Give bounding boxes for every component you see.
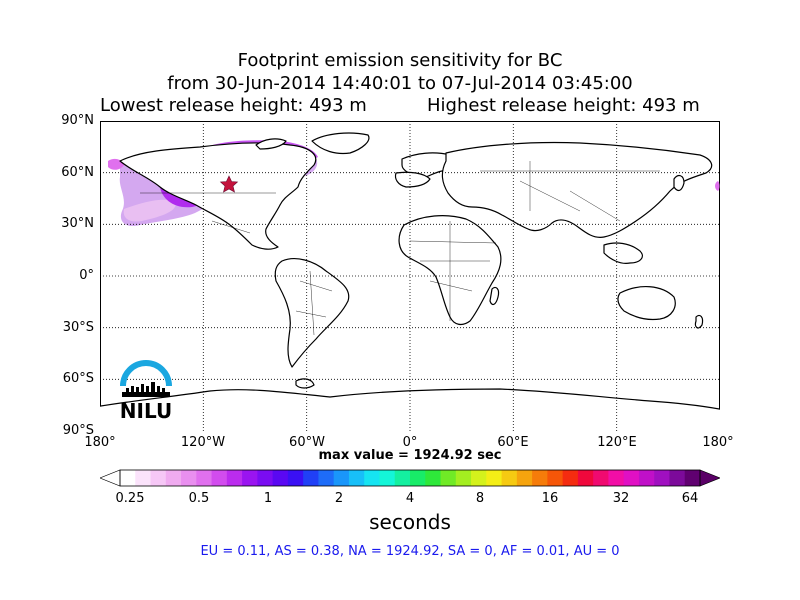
colorbar-cell [425, 470, 442, 486]
nilu-logo [120, 360, 172, 397]
colorbar-cell [348, 470, 365, 486]
nilu-logo-text: NILU [119, 399, 173, 423]
lat-label-0: 0° [79, 268, 94, 283]
map-title: Footprint emission sensitivity for BC [237, 50, 563, 71]
colorbar-tick-1: 1 [263, 491, 273, 506]
release-location-star [219, 175, 239, 193]
colorbar-cell [165, 470, 182, 486]
lon-label-60w: 60°W [289, 435, 325, 450]
colorbar-tick-32: 32 [612, 491, 630, 506]
colorbar-cell [608, 470, 625, 486]
colorbar-cell [562, 470, 579, 486]
colorbar-cell [486, 470, 503, 486]
colorbar-cell [379, 470, 396, 486]
colorbar-cell [287, 470, 304, 486]
colorbar-cell [364, 470, 380, 486]
colorbar-high-arrow [699, 469, 720, 487]
colorbar-cell [135, 470, 152, 486]
colorbar-cell [181, 470, 197, 486]
colorbar-cell [684, 470, 701, 486]
colorbar-cell [593, 470, 609, 486]
colorbar-cell [272, 470, 289, 486]
lat-label-90s: 90°S [62, 423, 94, 438]
lon-label-180e: 180° [702, 435, 734, 450]
colorbar-cell [211, 470, 228, 486]
colorbar-unit: seconds [369, 510, 451, 534]
colorbar-cell [394, 470, 411, 486]
lat-label-30s: 30°S [62, 320, 94, 335]
colorbar-cell [654, 470, 670, 486]
colorbar-cell [226, 470, 243, 486]
colorbar-cell [150, 470, 167, 486]
coastlines [100, 132, 720, 431]
lon-label-180w: 180° [84, 435, 116, 450]
graticule [100, 121, 720, 431]
colorbar-tick-0.5: 0.5 [188, 491, 210, 506]
lat-label-90n: 90°N [61, 113, 94, 128]
colorbar-tick-2: 2 [334, 491, 344, 506]
colorbar-low-arrow [100, 469, 121, 487]
region-values: EU = 0.11, AS = 0.38, NA = 1924.92, SA =… [200, 544, 620, 559]
max-value-label: max value = 1924.92 sec [318, 448, 502, 463]
colorbar-tick-16: 16 [541, 491, 559, 506]
colorbar-cell [333, 470, 350, 486]
colorbar-tick-64: 64 [681, 491, 699, 506]
lat-label-60n: 60°N [61, 165, 94, 180]
colorbar-cell [303, 470, 319, 486]
lon-label-0: 0° [402, 435, 418, 450]
colorbar-cell [455, 470, 472, 486]
lowest-release-height: Lowest release height: 493 m [100, 95, 367, 116]
lat-label-60s: 60°S [62, 371, 94, 386]
colorbar-cell [257, 470, 274, 486]
colorbar-cell [440, 470, 457, 486]
colorbar-cell [410, 470, 426, 486]
colorbar-cell [669, 470, 686, 486]
colorbar-cell [501, 470, 518, 486]
colorbar-tick-4: 4 [405, 491, 415, 506]
colorbar-cell [318, 470, 335, 486]
colorbar-cell [577, 470, 594, 486]
colorbar-cell [120, 470, 136, 486]
colorbar-cell [638, 470, 655, 486]
colorbar-cell [196, 470, 213, 486]
world-map [100, 121, 720, 431]
lon-label-120w: 120°W [180, 435, 226, 450]
lon-label-120e: 120°E [597, 435, 637, 450]
map-period: from 30-Jun-2014 14:40:01 to 07-Jul-2014… [167, 73, 633, 94]
lat-label-30n: 30°N [61, 216, 94, 231]
colorbar-cell [623, 470, 640, 486]
colorbar-tick-0.25: 0.25 [115, 491, 145, 506]
colorbar-cell [516, 470, 533, 486]
colorbar-cell [547, 470, 564, 486]
colorbar-tick-8: 8 [475, 491, 485, 506]
lon-label-60e: 60°E [497, 435, 529, 450]
highest-release-height: Highest release height: 493 m [427, 95, 700, 116]
colorbar-cell [471, 470, 487, 486]
country-borders [140, 161, 660, 336]
colorbar-cell [532, 470, 548, 486]
colorbar [100, 469, 720, 487]
colorbar-cell [242, 470, 258, 486]
